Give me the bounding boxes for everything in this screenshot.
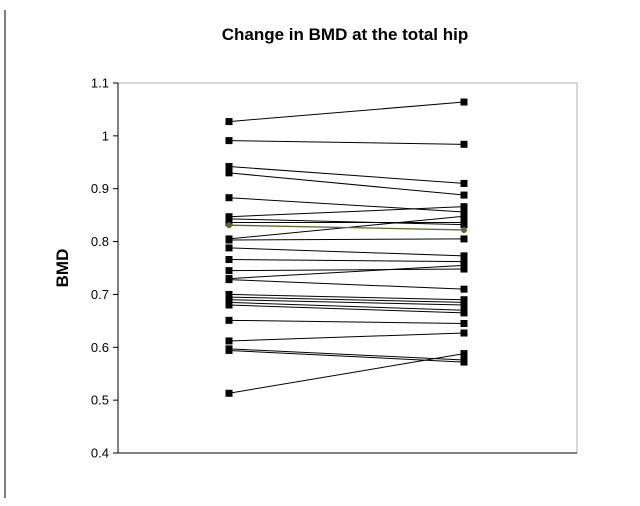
y-tick-label: 0.6 <box>91 340 109 355</box>
data-point <box>225 236 233 244</box>
series-line <box>228 332 465 342</box>
y-tick-label: 0.4 <box>91 446 109 461</box>
series-line <box>228 268 465 272</box>
data-point <box>225 244 233 252</box>
series-line <box>228 238 465 241</box>
data-point <box>226 222 232 229</box>
y-tick-label: 0.8 <box>91 234 109 249</box>
series-5 <box>225 194 468 216</box>
y-tick-label: 1 <box>102 128 109 143</box>
series-line <box>228 279 465 290</box>
series-line <box>228 259 465 263</box>
series-1 <box>225 98 468 126</box>
series-line <box>228 319 465 324</box>
series-13 <box>225 256 468 266</box>
chart-title: Change in BMD at the total hip <box>222 25 469 44</box>
y-tick-label: 0.5 <box>91 393 109 408</box>
data-point <box>460 265 468 273</box>
series-25 <box>225 346 468 366</box>
data-point <box>460 208 468 216</box>
data-point <box>460 212 468 220</box>
data-point <box>225 276 233 284</box>
series-line <box>228 301 465 311</box>
series-6 <box>225 203 468 221</box>
y-tick-label: 0.7 <box>91 287 109 302</box>
data-point <box>460 301 468 309</box>
data-point <box>225 301 233 309</box>
data-point <box>460 258 468 266</box>
series-23 <box>225 329 468 345</box>
data-point <box>460 329 468 337</box>
data-point <box>225 137 233 145</box>
series-line <box>228 197 465 213</box>
series-26 <box>225 350 468 397</box>
series-line <box>228 348 465 361</box>
series-line <box>228 218 465 226</box>
data-point <box>460 350 468 358</box>
series-16 <box>225 276 468 293</box>
data-point <box>460 358 468 366</box>
data-point <box>460 309 468 317</box>
series-line <box>228 140 465 145</box>
data-point <box>225 118 233 126</box>
series-line <box>228 264 465 280</box>
data-point <box>225 346 233 354</box>
data-point <box>460 191 468 199</box>
series-2 <box>225 137 468 148</box>
y-tick-label: 0.9 <box>91 181 109 196</box>
series-line <box>228 296 465 303</box>
series-layer <box>225 98 468 397</box>
plot-area-frame <box>117 82 578 454</box>
data-point <box>460 219 468 227</box>
data-point <box>225 267 233 275</box>
data-point <box>460 235 468 243</box>
series-21 <box>225 301 468 317</box>
y-tick-label: 1.1 <box>91 76 109 91</box>
data-point <box>460 203 468 211</box>
data-point <box>460 179 468 187</box>
data-point <box>225 169 233 177</box>
data-point <box>460 320 468 327</box>
series-14 <box>225 265 468 275</box>
y-axis-ticks: 0.4 0.5 0.6 0.7 0.8 0.9 1 1.1 <box>91 76 118 461</box>
series-line <box>228 353 465 394</box>
data-point <box>225 215 233 223</box>
data-point <box>225 256 233 264</box>
series-15 <box>225 261 468 283</box>
data-point <box>461 226 467 233</box>
data-point <box>460 252 468 260</box>
series-line <box>228 299 465 306</box>
series-12 <box>225 244 468 260</box>
data-point <box>225 163 233 171</box>
data-point <box>225 316 233 324</box>
series-line <box>228 304 465 314</box>
series-11 <box>225 235 468 244</box>
series-line <box>228 166 465 184</box>
y-axis-label: BMD <box>53 249 72 288</box>
series-3 <box>225 163 468 187</box>
data-point <box>460 285 468 293</box>
series-line <box>228 206 465 218</box>
series-4 <box>225 169 468 199</box>
series-line <box>228 172 465 196</box>
series-line <box>228 349 465 363</box>
data-point <box>460 261 468 269</box>
data-point <box>460 98 468 106</box>
series-22 <box>225 316 468 327</box>
data-point <box>225 389 233 397</box>
data-point <box>225 194 233 202</box>
series-9 <box>226 222 467 233</box>
series-line <box>228 293 465 301</box>
data-point <box>225 337 233 345</box>
series-line <box>228 224 465 231</box>
data-point <box>460 140 468 148</box>
series-line <box>228 247 465 257</box>
series-line <box>228 101 465 123</box>
